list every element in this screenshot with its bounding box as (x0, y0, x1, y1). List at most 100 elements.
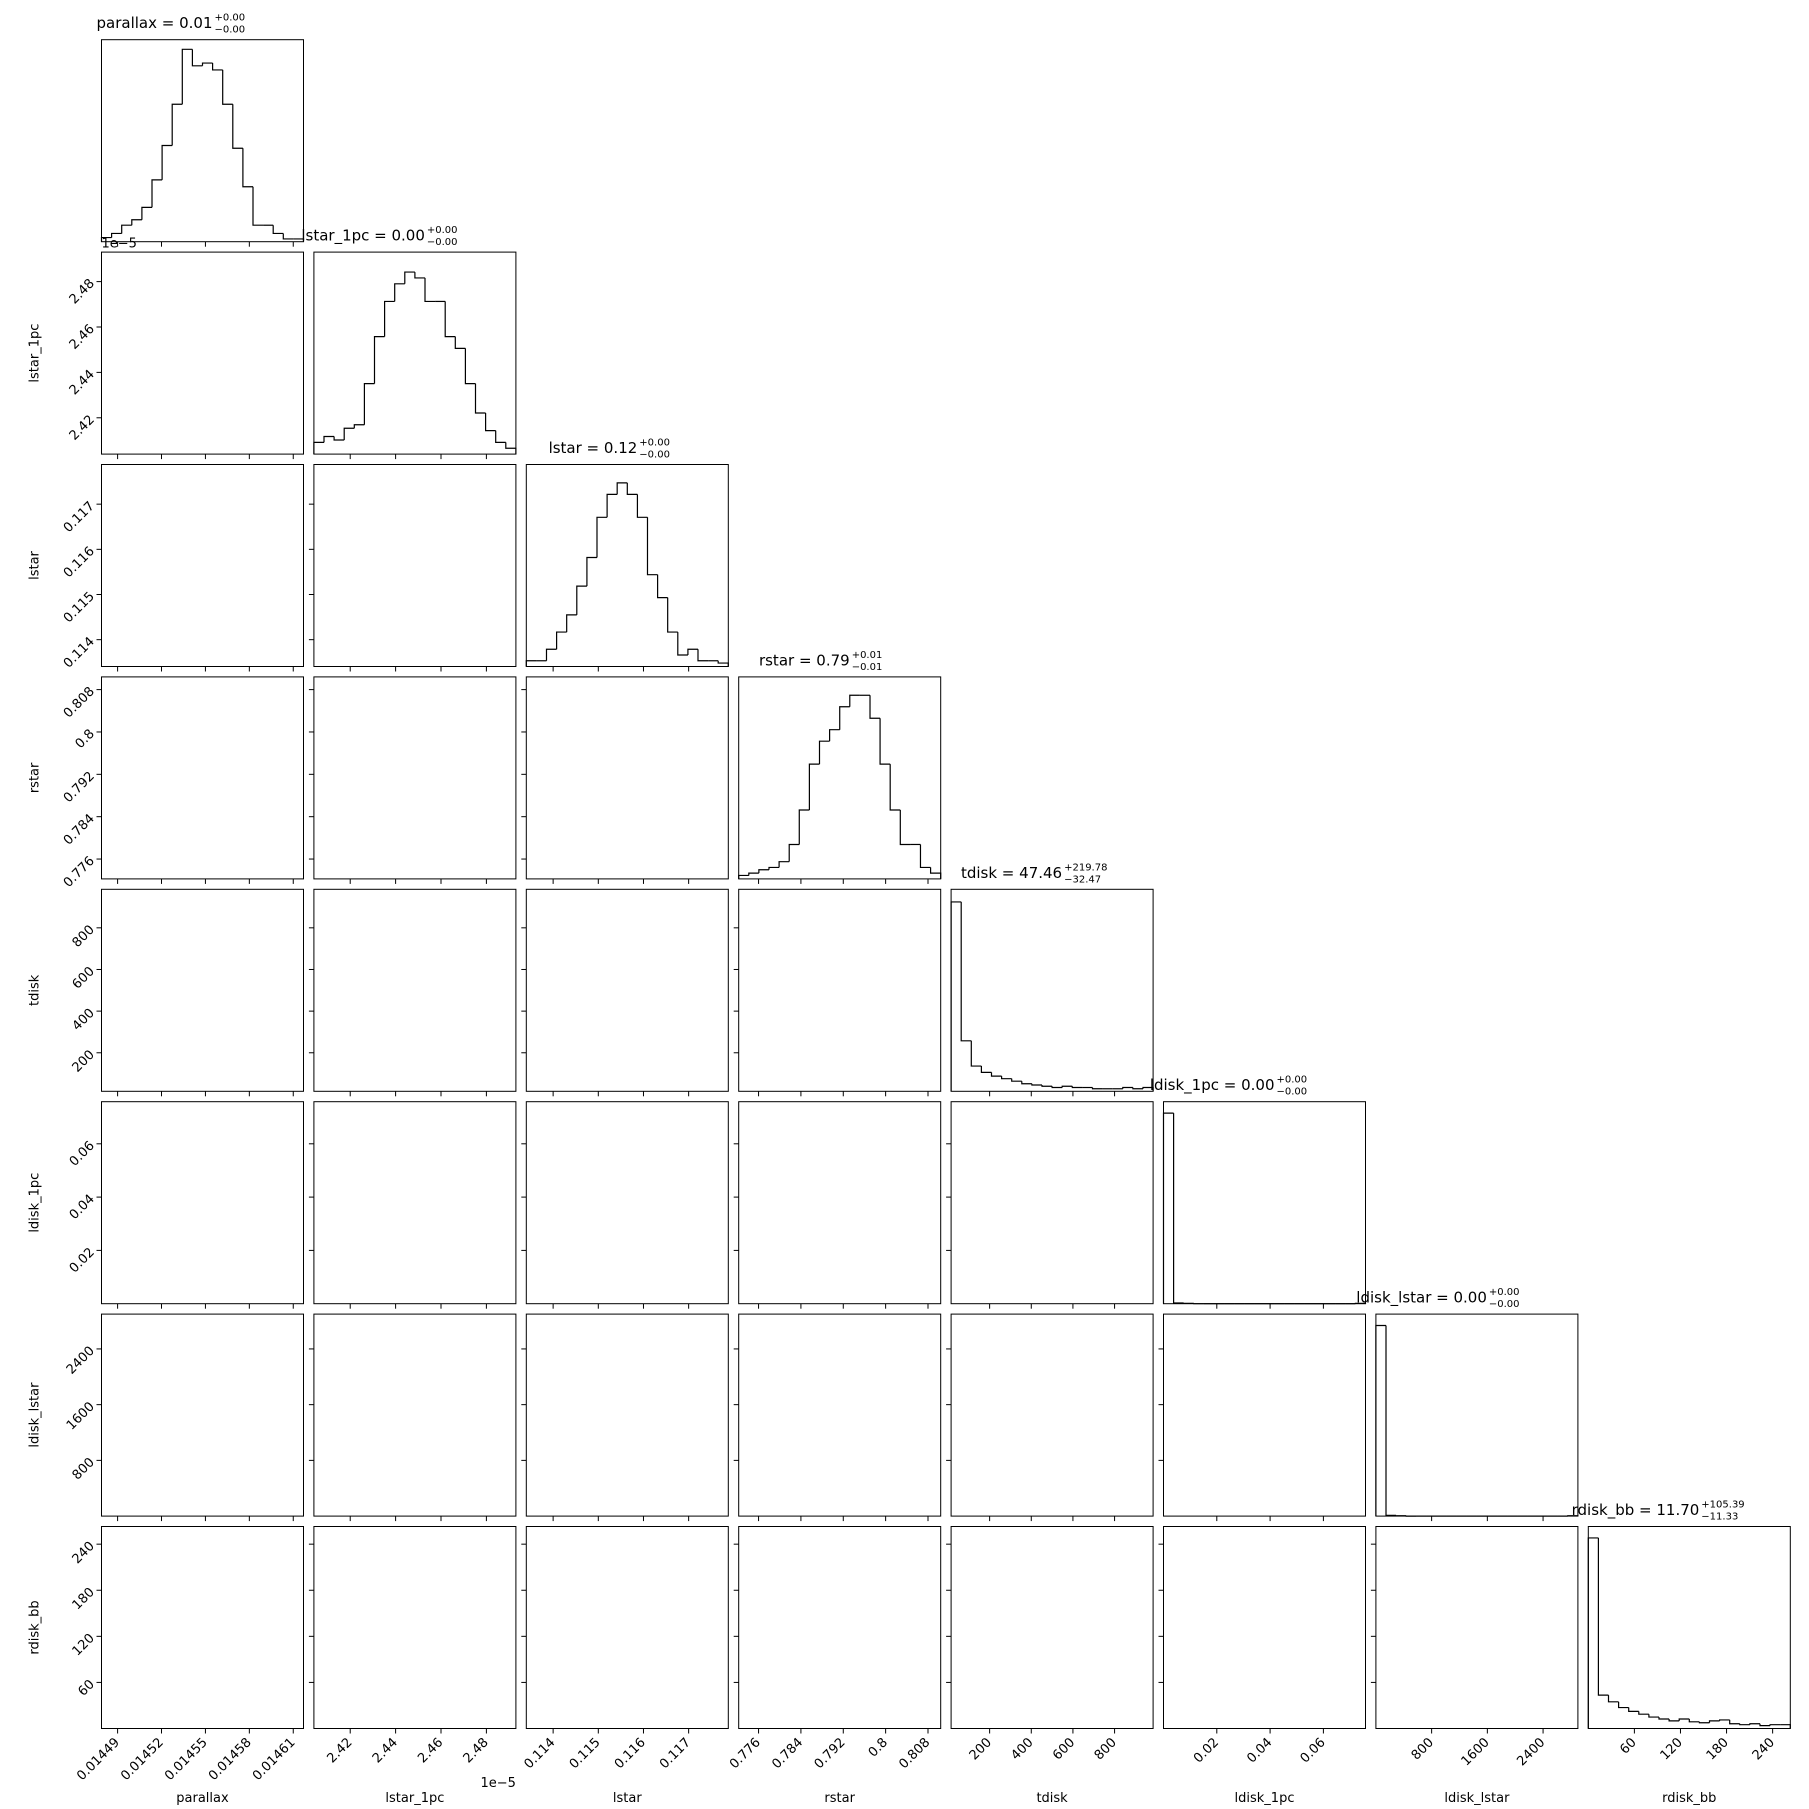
x-tick-label: 0.06 (1298, 1735, 1329, 1766)
x-tick-label: 0.01449 (74, 1735, 123, 1784)
x-tick-label: 0.114 (522, 1735, 559, 1772)
title-minus: −11.33 (1701, 1512, 1738, 1523)
title-plus: +0.00 (1489, 1287, 1520, 1298)
histogram-bin (474, 383, 486, 414)
title-minus: −32.47 (1064, 874, 1101, 885)
x-tick-label: 0.776 (727, 1735, 764, 1772)
histogram-bin (404, 271, 415, 284)
histogram-bin (252, 186, 264, 226)
offset-text: 1e−5 (480, 1776, 515, 1791)
histogram-bin (616, 482, 628, 495)
panel-frame (101, 1313, 304, 1517)
x-axis-label: lstar_1pc (385, 1791, 444, 1806)
histogram-bin (232, 104, 243, 149)
histogram-bin (566, 614, 577, 633)
histogram-bin (495, 430, 506, 443)
y-axis-label: rdisk_bb (28, 1600, 43, 1654)
title-plus: +0.00 (215, 13, 246, 24)
histogram-bin (636, 494, 648, 518)
histogram-bin (1021, 1081, 1032, 1085)
y-tick-label: 0.04 (67, 1192, 98, 1223)
y-tick-label: 0.116 (61, 544, 98, 581)
panel-frame (101, 1526, 304, 1729)
x-tick-label: 0.792 (812, 1735, 849, 1772)
y-tick-label: 2.44 (67, 367, 98, 398)
histogram-bin (646, 517, 658, 576)
panel-title: rdisk_bb = 11.70 (1572, 1501, 1700, 1520)
panel-frame (101, 676, 304, 880)
x-tick-label: 2.46 (415, 1735, 446, 1766)
histogram-bin (131, 219, 142, 226)
histogram-bin (1061, 1085, 1073, 1088)
x-tick-label: 2400 (1514, 1735, 1548, 1769)
y-tick-label: 600 (70, 964, 98, 992)
histogram-bin (282, 233, 294, 240)
y-axis-label: ldisk_1pc (28, 1173, 43, 1233)
histogram-bin (1051, 1086, 1063, 1089)
x-tick-label: 60 (1617, 1735, 1639, 1757)
histogram-bin (1628, 1707, 1639, 1712)
histogram-bin (272, 225, 284, 235)
histogram-bin (1091, 1087, 1103, 1090)
panel-frame (1163, 1313, 1366, 1517)
histogram-bin (556, 631, 567, 650)
histogram-bin (1759, 1723, 1771, 1727)
x-tick-label: 0.808 (896, 1735, 933, 1772)
histogram-bin (849, 694, 860, 707)
histogram-bin (626, 482, 638, 495)
histogram-bin (363, 383, 375, 425)
y-tick-label: 800 (70, 923, 98, 951)
title-minus: −0.00 (1277, 1087, 1308, 1098)
panel-frame (313, 251, 517, 455)
x-tick-label: 2.44 (370, 1735, 401, 1766)
title-plus: +105.39 (1701, 1500, 1744, 1511)
panel-frame (313, 1313, 517, 1517)
x-tick-label: 400 (1008, 1735, 1036, 1763)
histogram-bin (788, 843, 800, 862)
panel-frame (738, 1101, 942, 1305)
histogram-bin (1678, 1718, 1690, 1721)
panel-frame (101, 464, 304, 667)
histogram-bin (111, 232, 122, 238)
histogram-bin (1729, 1719, 1740, 1725)
histogram-bin (1708, 1720, 1720, 1723)
histogram-bin (545, 648, 557, 661)
histogram-bin (738, 874, 749, 879)
y-tick-label: 0.784 (61, 811, 98, 848)
histogram-bin (201, 62, 213, 66)
y-axis-label: ldisk_lstar (28, 1382, 43, 1448)
histogram-bin (960, 901, 972, 1042)
y-tick-label: 180 (70, 1585, 98, 1613)
panel-frame (738, 676, 942, 880)
title-plus: +0.01 (852, 650, 883, 661)
y-tick-label: 2.42 (67, 412, 98, 443)
y-tick-label: 0.117 (61, 499, 98, 536)
panel-title: tdisk = 47.46 (961, 864, 1062, 882)
histogram-bin (758, 869, 769, 874)
panel-frame (1587, 1526, 1791, 1729)
histogram-bin (829, 729, 840, 742)
histogram-bin (606, 493, 618, 518)
y-tick-label: 0.114 (61, 634, 98, 671)
histogram-bin (525, 660, 537, 667)
histogram-bin (748, 872, 759, 876)
y-tick-label: 0.792 (61, 769, 98, 806)
x-tick-label: 0.01461 (250, 1735, 299, 1784)
histogram-bin (464, 348, 476, 385)
histogram-bin (697, 649, 709, 662)
histogram-bin (222, 69, 233, 105)
histogram-bin (1688, 1718, 1700, 1723)
histogram-bin (1749, 1723, 1760, 1725)
histogram-bin (1375, 1324, 1386, 1517)
histogram-bin (1780, 1724, 1791, 1729)
histogram-bin (171, 103, 183, 146)
histogram-bin (181, 48, 193, 105)
offset-text: 1e−5 (102, 237, 137, 252)
histogram-bin (384, 300, 395, 337)
panel-title: lstar = 0.12 (549, 439, 638, 457)
x-tick-label: 0.115 (567, 1735, 604, 1772)
histogram-bin (485, 412, 496, 432)
y-tick-label: 0.115 (61, 589, 98, 626)
histogram-bin (1769, 1724, 1781, 1726)
histogram-bin (505, 442, 517, 455)
